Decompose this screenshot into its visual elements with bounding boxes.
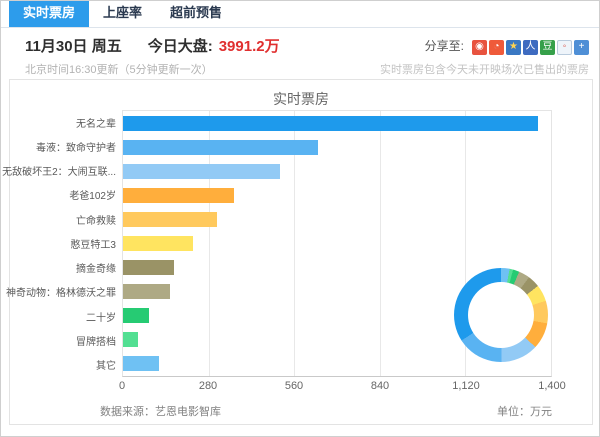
category-label: 二十岁 (86, 312, 116, 324)
tab-bar: 实时票房 上座率 超前预售 (1, 1, 599, 28)
bar-row (123, 352, 551, 376)
y-axis-labels: 无名之辈毒液：致命守护者无敌破坏王2：大闹互联... 老爸102岁亡命救赎憨豆特工… (2, 110, 122, 377)
category-label: 其它 (96, 361, 116, 373)
market-total-label: 今日大盘: (147, 38, 213, 55)
category-label: 无敌破坏王2：大闹互联... (2, 167, 116, 179)
update-time-note: 北京时间16:30更新（5分钟更新一次） (25, 64, 213, 76)
donut-chart[interactable] (454, 268, 548, 362)
bar-3[interactable] (123, 163, 280, 179)
chart-card: 实时票房 无名之辈毒液：致命守护者无敌破坏王2：大闹互联... 老爸102岁亡命救… (2, 79, 593, 425)
category-label: 冒牌搭档 (76, 337, 116, 349)
date-label: 11月30日 周五 (25, 38, 122, 55)
x-tick: 840 (370, 380, 390, 392)
bar-row (123, 280, 551, 304)
bar-4[interactable] (123, 187, 234, 203)
category-label: 无名之辈 (76, 118, 116, 130)
category-label: 亡命救赎 (76, 215, 116, 227)
unit-label: 单位：万元 (497, 406, 552, 418)
chart-title: 实时票房 (273, 91, 329, 107)
bar-row (123, 304, 551, 328)
category-label: 毒液：致命守护者 (36, 142, 116, 154)
disclaimer-note: 实时票房包含今天未开映场次已售出的票房 (380, 64, 589, 76)
share-to-label: 分享至: (424, 39, 464, 53)
x-tick: 1,120 (452, 380, 480, 392)
bar-11[interactable] (123, 356, 159, 372)
category-label: 憨豆特工3 (70, 239, 116, 251)
bar-7[interactable] (123, 260, 175, 276)
bar-row (123, 207, 551, 231)
bar-9[interactable] (123, 308, 150, 324)
header-left: 11月30日 周五 今日大盘: 3991.2万 (25, 35, 280, 56)
share-bar: 分享至: ◉ ◔ ★ 人豆 ◦ + (425, 36, 589, 55)
bar-row (123, 256, 551, 280)
bar-row (123, 135, 551, 159)
data-source-label: 数据来源：艺恩电影智库 (100, 406, 221, 418)
donut-hole (468, 282, 534, 348)
tab-realtime-boxoffice[interactable]: 实时票房 (9, 1, 90, 27)
x-tick: 0 (118, 380, 126, 392)
x-tick: 560 (284, 380, 304, 392)
chart-footer: 数据来源：艺恩电影智库 单位：万元 (10, 396, 592, 419)
pengyou-share-icon[interactable]: ◦ (557, 39, 572, 55)
tab-advance-presale[interactable]: 超前预售 (170, 5, 223, 20)
category-label: 神奇动物：格林德沃之罪 (6, 288, 116, 300)
douban-share-icon[interactable]: 豆 (540, 39, 555, 55)
bar-row (123, 231, 551, 255)
bar-6[interactable] (123, 236, 193, 252)
bar-10[interactable] (123, 332, 138, 348)
bar-row (123, 159, 551, 183)
bar-row (123, 111, 551, 135)
x-axis-ticks: 0 280 560 840 1,120 1,400 (118, 380, 566, 396)
more-share-icon[interactable]: + (574, 39, 589, 55)
chart-area: 无名之辈毒液：致命守护者无敌破坏王2：大闹互联... 老爸102岁亡命救赎憨豆特工… (2, 110, 592, 377)
bars (123, 111, 551, 376)
sina-weibo-share-icon[interactable]: ◉ (472, 39, 487, 55)
tencent-weibo-share-icon[interactable]: ◔ (489, 39, 504, 55)
bar-row (123, 183, 551, 207)
bar-1[interactable] (123, 115, 538, 131)
tab-attendance-rate[interactable]: 上座率 (103, 5, 143, 20)
notes-row: 北京时间16:30更新（5分钟更新一次） 实时票房包含今天未开映场次已售出的票房 (1, 56, 599, 77)
bar-2[interactable] (123, 139, 318, 155)
share-icons: ◉ ◔ ★ 人豆 ◦ + (470, 36, 589, 55)
x-tick: 280 (198, 380, 218, 392)
header: 11月30日 周五 今日大盘: 3991.2万 分享至: ◉ ◔ ★ 人豆 ◦ + (1, 28, 599, 56)
bar-5[interactable] (123, 211, 218, 227)
bar-row (123, 328, 551, 352)
category-label: 老爸102岁 (69, 191, 116, 203)
market-total-value: 3991.2万 (218, 38, 280, 55)
bar-8[interactable] (123, 284, 170, 300)
renren-share-icon[interactable]: 人 (523, 39, 538, 55)
category-label: 摘金奇缘 (76, 264, 116, 276)
bar-plot (122, 110, 552, 377)
x-tick: 1,400 (538, 380, 566, 392)
qzone-share-icon[interactable]: ★ (506, 39, 521, 55)
